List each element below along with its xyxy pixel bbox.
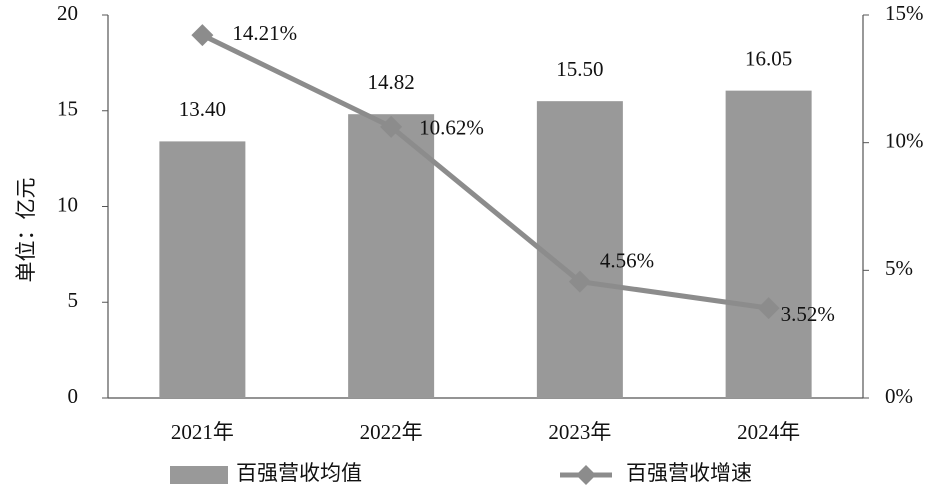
bar (159, 141, 246, 398)
x-tick-label: 2024年 (737, 420, 800, 444)
x-tick-label: 2022年 (360, 420, 423, 444)
y-tick-label: 15 (57, 97, 78, 121)
bar (725, 90, 812, 398)
line-value-label: 3.52% (781, 302, 835, 326)
line-value-label: 14.21% (232, 21, 297, 45)
legend-swatch (576, 465, 596, 485)
y2-tick-label: 10% (885, 128, 924, 152)
line-marker (191, 24, 214, 47)
line-marker (568, 270, 591, 293)
bar-value-label: 15.50 (556, 57, 603, 81)
y-tick-label: 0 (68, 384, 79, 408)
bar (536, 101, 623, 399)
y2-tick-label: 5% (885, 256, 913, 280)
line-marker (757, 297, 780, 320)
x-tick-label: 2023年 (548, 420, 611, 444)
y2-tick-label: 15% (885, 1, 924, 25)
y-tick-label: 10 (57, 192, 78, 216)
bar-value-label: 16.05 (745, 46, 792, 70)
bar-value-label: 14.82 (368, 70, 415, 94)
line (201, 32, 769, 311)
x-tick-label: 2021年 (171, 420, 234, 444)
legend-swatch (170, 466, 228, 484)
y-tick-label: 20 (57, 1, 78, 25)
bar (348, 114, 435, 399)
line-value-label: 10.62% (419, 116, 484, 140)
bar-value-label: 13.40 (179, 97, 226, 121)
legend-label: 百强营收增速 (626, 461, 752, 485)
line-marker (380, 115, 403, 138)
y2-tick-label: 0% (885, 384, 913, 408)
legend-label: 百强营收均值 (236, 461, 362, 485)
y-tick-label: 5 (68, 288, 79, 312)
y-axis-label: 单位：亿元 (14, 178, 38, 283)
line-value-label: 4.56% (600, 248, 654, 272)
